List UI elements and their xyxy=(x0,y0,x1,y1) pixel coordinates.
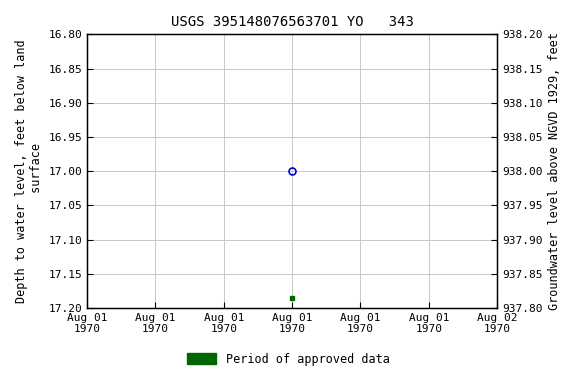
Y-axis label: Groundwater level above NGVD 1929, feet: Groundwater level above NGVD 1929, feet xyxy=(548,32,561,310)
Legend: Period of approved data: Period of approved data xyxy=(182,348,394,371)
Title: USGS 395148076563701 YO   343: USGS 395148076563701 YO 343 xyxy=(170,15,414,29)
Y-axis label: Depth to water level, feet below land
 surface: Depth to water level, feet below land su… xyxy=(15,39,43,303)
